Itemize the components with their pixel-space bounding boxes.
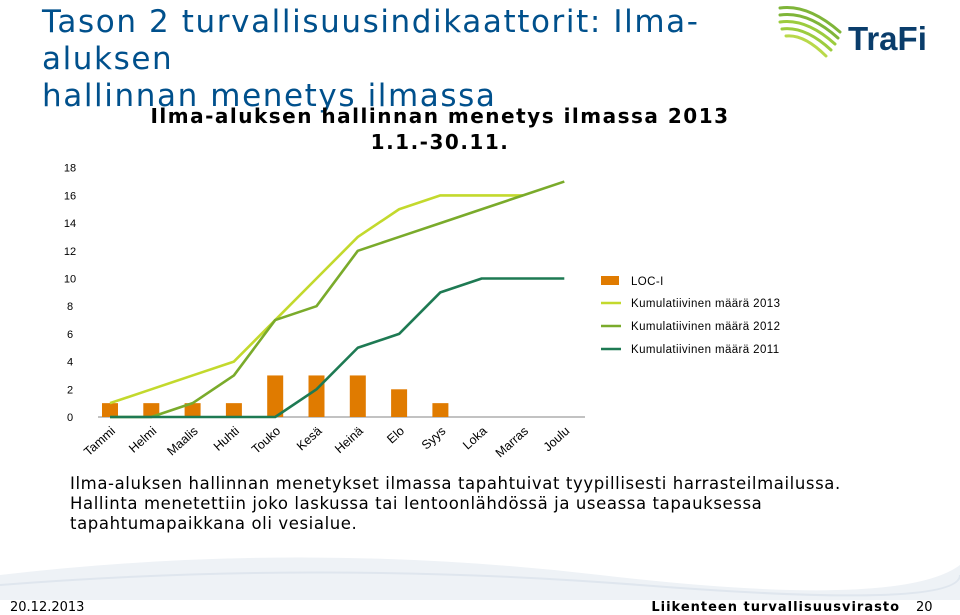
x-tick-label: Maalis xyxy=(164,424,200,459)
legend-label: Kumulatiivinen määrä 2012 xyxy=(631,321,780,333)
bar xyxy=(225,403,242,417)
bar xyxy=(184,403,201,417)
y-tick-label: 0 xyxy=(67,412,73,424)
x-tick-label: Heinä xyxy=(332,424,366,456)
line-series xyxy=(109,180,565,419)
x-tick-label: Huhti xyxy=(211,424,242,454)
x-tick-label: Helmi xyxy=(126,424,159,456)
series-line xyxy=(109,194,523,405)
bar xyxy=(432,403,449,417)
legend: LOC-I Kumulatiivinen määrä 2013 Kumulatiiv… xyxy=(601,276,780,356)
y-tick-label: 6 xyxy=(67,329,73,341)
trafi-logo-text: TraFi xyxy=(848,20,927,57)
caption: Ilma-aluksen hallinnan menetykset ilmass… xyxy=(70,474,900,534)
loc-i-chart: 0 2 4 6 8 10 12 14 16 18 Tammi Helmi Maalis Huhti Tou… xyxy=(64,163,780,461)
trafi-swoosh-icon xyxy=(778,6,842,58)
x-tick-label: Tammi xyxy=(81,424,118,459)
bar xyxy=(308,375,325,417)
chart-title-line-2: 1.1.-30.11. xyxy=(370,130,510,154)
y-tick-label: 2 xyxy=(67,384,73,396)
slide-title-line-1: Tason 2 turvallisuusindikaattorit: Ilma-… xyxy=(42,4,700,77)
y-tick-label: 18 xyxy=(64,163,76,175)
bar xyxy=(267,375,284,417)
y-tick-label: 4 xyxy=(67,357,73,369)
bar xyxy=(143,403,160,417)
bar xyxy=(391,389,408,417)
legend-label: Kumulatiivinen määrä 2013 xyxy=(631,298,780,310)
legend-label: Kumulatiivinen määrä 2011 xyxy=(631,344,780,356)
slide-title: Tason 2 turvallisuusindikaattorit: Ilma-… xyxy=(42,4,742,115)
footer-date: 20.12.2013 xyxy=(10,600,85,615)
chart-title-line-1: Ilma-aluksen hallinnan menetys ilmassa 2… xyxy=(150,104,730,128)
x-tick-label: Kesä xyxy=(294,424,325,454)
caption-line-1: Ilma-aluksen hallinnan menetykset ilmass… xyxy=(70,474,841,493)
x-tick-label: Loka xyxy=(460,424,490,453)
legend-label: LOC-I xyxy=(631,276,664,288)
x-tick-label: Marras xyxy=(493,424,531,460)
series-line xyxy=(110,277,565,419)
y-tick-label: 14 xyxy=(64,218,76,230)
bar xyxy=(349,375,366,417)
x-tick-label: Syys xyxy=(419,424,449,453)
caption-line-3: tapahtumapaikkana oli vesialue. xyxy=(70,514,358,533)
trafi-logo: TraFi xyxy=(778,6,927,58)
footer-organization: Liikenteen turvallisuusvirasto xyxy=(651,600,900,615)
y-tick-label: 8 xyxy=(67,301,73,313)
y-tick-label: 10 xyxy=(64,274,76,286)
caption-line-2: Hallinta menetettiin joko laskussa tai l… xyxy=(70,494,763,513)
bar-series xyxy=(102,375,449,417)
decorative-swoosh xyxy=(0,557,960,600)
slide-title-line-2: hallinnan menetys ilmassa xyxy=(42,78,497,114)
x-axis: Tammi Helmi Maalis Huhti Touko Kesä Heinä Elo Sy… xyxy=(81,424,572,460)
y-tick-label: 16 xyxy=(64,190,76,202)
series-line xyxy=(110,180,565,419)
legend-swatch xyxy=(601,276,619,285)
y-axis: 0 2 4 6 8 10 12 14 16 18 xyxy=(64,163,76,424)
bar xyxy=(102,403,118,417)
x-tick-label: Joulu xyxy=(541,424,573,454)
footer-page-number: 20 xyxy=(916,600,933,615)
x-tick-label: Touko xyxy=(249,424,283,457)
chart-title: Ilma-aluksen hallinnan menetys ilmassa 2… xyxy=(140,103,740,155)
y-tick-label: 12 xyxy=(64,246,76,258)
x-tick-label: Elo xyxy=(384,424,407,447)
